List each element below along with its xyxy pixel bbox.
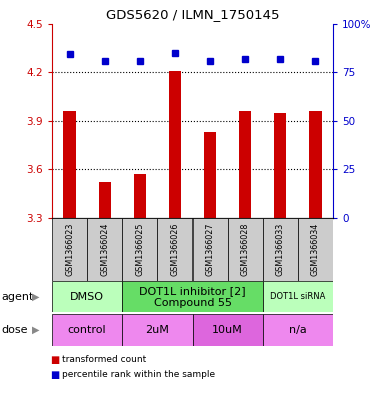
Text: agent: agent — [1, 292, 33, 302]
Bar — [64, 111, 76, 218]
Text: DOT1L siRNA: DOT1L siRNA — [270, 292, 326, 301]
Bar — [274, 113, 286, 218]
Text: control: control — [68, 325, 106, 335]
Bar — [263, 218, 298, 281]
Bar — [263, 314, 333, 346]
Bar — [192, 314, 263, 346]
Bar — [239, 111, 251, 218]
Title: GDS5620 / ILMN_1750145: GDS5620 / ILMN_1750145 — [106, 8, 279, 21]
Bar — [52, 314, 122, 346]
Bar — [87, 218, 122, 281]
Bar — [263, 281, 333, 312]
Text: 10uM: 10uM — [212, 325, 243, 335]
Text: GSM1366026: GSM1366026 — [171, 223, 179, 276]
Text: n/a: n/a — [289, 325, 307, 335]
Text: ■: ■ — [50, 354, 59, 365]
Text: 2uM: 2uM — [146, 325, 169, 335]
Bar — [192, 218, 228, 281]
Text: dose: dose — [1, 325, 28, 335]
Bar — [298, 218, 333, 281]
Bar — [99, 182, 111, 218]
Text: transformed count: transformed count — [62, 355, 146, 364]
Text: DMSO: DMSO — [70, 292, 104, 302]
Bar — [52, 218, 87, 281]
Bar — [122, 281, 263, 312]
Bar — [122, 218, 157, 281]
Bar — [169, 71, 181, 218]
Bar — [122, 314, 192, 346]
Text: ▶: ▶ — [32, 292, 39, 302]
Bar — [228, 218, 263, 281]
Bar — [157, 218, 192, 281]
Text: DOT1L inhibitor [2]
Compound 55: DOT1L inhibitor [2] Compound 55 — [139, 286, 246, 307]
Bar — [134, 174, 146, 218]
Text: ▶: ▶ — [32, 325, 39, 335]
Text: GSM1366027: GSM1366027 — [206, 223, 214, 276]
Text: ■: ■ — [50, 369, 59, 380]
Bar — [309, 111, 321, 218]
Bar — [204, 132, 216, 218]
Text: GSM1366028: GSM1366028 — [241, 223, 250, 276]
Text: GSM1366025: GSM1366025 — [135, 223, 144, 276]
Bar — [52, 281, 122, 312]
Text: GSM1366023: GSM1366023 — [65, 223, 74, 276]
Text: GSM1366034: GSM1366034 — [311, 223, 320, 276]
Text: GSM1366033: GSM1366033 — [276, 223, 285, 276]
Text: GSM1366024: GSM1366024 — [100, 223, 109, 276]
Text: percentile rank within the sample: percentile rank within the sample — [62, 370, 215, 379]
